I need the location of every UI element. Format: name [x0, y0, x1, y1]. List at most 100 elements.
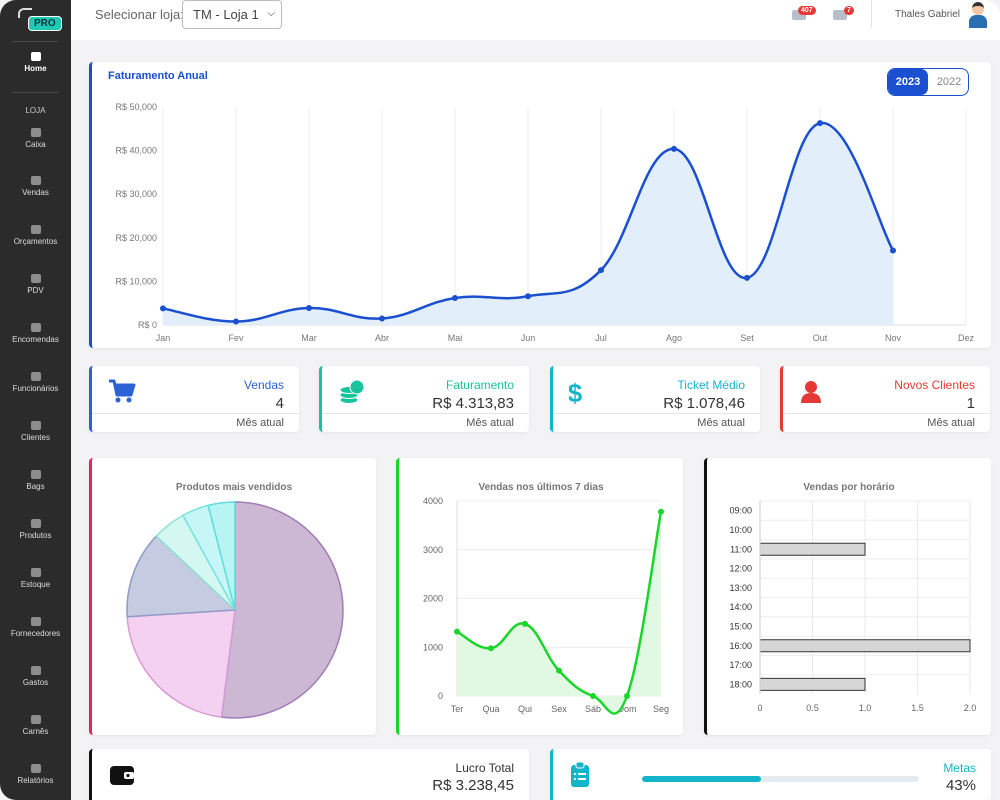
last-7-days-title: Vendas nos últimos 7 dias: [478, 482, 604, 493]
data-point: [890, 247, 896, 254]
x-tick-label: Jan: [156, 333, 171, 343]
sidebar-item-pdv[interactable]: PDV: [0, 274, 71, 295]
x-tick-label: Qua: [482, 704, 499, 714]
box-icon: [30, 323, 41, 332]
top-products-pie-chart: [126, 501, 344, 719]
home-icon: [30, 52, 41, 61]
sidebar-item-gastos[interactable]: Gastos: [0, 666, 71, 687]
x-tick-label: 0: [757, 703, 762, 713]
logo[interactable]: PRO: [18, 8, 62, 32]
goals-value: 43%: [945, 777, 976, 794]
bar: [759, 639, 971, 653]
kpi-footer: Mês atual: [92, 413, 299, 429]
sidebar-item-orçamentos[interactable]: Orçamentos: [0, 225, 71, 246]
y-tick-label: 14:00: [729, 602, 752, 612]
sidebar-item-estoque[interactable]: Estoque: [0, 568, 71, 589]
cash-register-icon: [30, 128, 41, 137]
sidebar-item-fornecedores[interactable]: Fornecedores: [0, 617, 71, 638]
kpi-label: Vendas: [243, 378, 284, 392]
notifications-icon[interactable]: [792, 10, 806, 20]
data-point: [624, 693, 630, 699]
sidebar-item-label: Carnês: [22, 727, 49, 736]
sidebar-item-vendas[interactable]: Vendas: [0, 176, 71, 197]
sidebar: PRO Home Caixa Vendas Orçamentos PDV Encomend…: [0, 0, 71, 800]
sidebar-item-home[interactable]: Home: [0, 52, 71, 73]
sidebar-item-label: Home: [24, 64, 47, 73]
pie-slice: [126, 609, 236, 718]
sales-by-hour-title: Vendas por horário: [803, 482, 895, 493]
year-2023-button[interactable]: 2023: [888, 69, 928, 95]
x-tick-label: Abr: [375, 333, 389, 343]
avatar-head: [972, 2, 984, 15]
sidebar-item-relatórios[interactable]: Relatórios: [0, 764, 71, 785]
y-tick-label: 16:00: [729, 641, 752, 651]
data-point: [233, 318, 239, 325]
x-tick-label: Sex: [551, 704, 567, 714]
store-select-value: TM - Loja 1: [193, 7, 259, 22]
x-tick-label: Nov: [885, 333, 902, 343]
y-tick-label: 2000: [423, 594, 443, 604]
kpi-card-faturamento: Faturamento R$ 4.313,83 Mês atual: [319, 366, 529, 432]
data-point: [488, 645, 494, 652]
x-tick-label: Ter: [451, 704, 464, 714]
profit-card: Lucro Total R$ 3.238,45: [89, 749, 529, 800]
y-tick-label: R$ 0: [138, 320, 157, 330]
profit-value: R$ 3.238,45: [432, 777, 514, 794]
x-tick-label: 1.5: [911, 703, 924, 713]
sidebar-item-bags[interactable]: Bags: [0, 470, 71, 491]
y-tick-label: R$ 40,000: [115, 146, 157, 156]
data-point: [744, 274, 750, 281]
sidebar-item-funcionários[interactable]: Funcionários: [0, 372, 71, 393]
bar: [759, 542, 866, 556]
sidebar-item-label: Gastos: [22, 678, 49, 687]
sidebar-item-clientes[interactable]: Clientes: [0, 421, 71, 442]
data-point: [658, 508, 664, 515]
store-select[interactable]: TM - Loja 1 ⌵: [182, 0, 282, 29]
sidebar-item-label: Relatórios: [17, 776, 54, 785]
sidebar-item-label: Caixa: [25, 140, 46, 149]
clipboard-icon: [571, 762, 589, 787]
series-area: [457, 511, 661, 714]
user-name[interactable]: Thales Gabriel: [895, 9, 961, 20]
sidebar-item-caixa[interactable]: Caixa: [0, 128, 71, 149]
chart-icon: [30, 764, 41, 773]
kpi-footer: Mês atual: [783, 413, 990, 429]
sidebar-item-produtos[interactable]: Produtos: [0, 519, 71, 540]
sidebar-item-label: Produtos: [19, 531, 52, 540]
x-tick-label: Mar: [301, 333, 317, 343]
pie-slice: [126, 535, 237, 618]
x-tick-label: Dom: [617, 704, 636, 714]
logo-mark-icon: [18, 8, 32, 18]
y-tick-label: R$ 30,000: [115, 189, 157, 199]
sidebar-item-label: Bags: [26, 482, 45, 491]
data-point: [590, 693, 596, 699]
avatar[interactable]: [968, 2, 988, 28]
x-tick-label: 1.0: [859, 703, 872, 713]
sidebar-item-encomendas[interactable]: Encomendas: [0, 323, 71, 344]
year-toggle: 2023 2022: [887, 68, 969, 96]
x-tick-label: 2.0: [964, 703, 977, 713]
goals-progress-fill: [642, 776, 762, 782]
profit-label: Lucro Total: [455, 761, 514, 775]
y-tick-label: R$ 20,000: [115, 233, 157, 243]
messages-icon[interactable]: [833, 10, 847, 20]
sales-by-hour-chart: 0 0.5 1.0 1.5 2.0 09:00 10:00 11:00 12:00 13:00 14…: [729, 500, 977, 713]
x-tick-label: Sáb: [585, 704, 601, 714]
sidebar-item-carnês[interactable]: Carnês: [0, 715, 71, 736]
store-select-label: Selecionar loja:: [95, 7, 184, 22]
kpi-footer: Mês atual: [322, 413, 529, 429]
data-point: [160, 305, 166, 312]
x-tick-label: Jun: [521, 333, 536, 343]
data-point: [556, 667, 562, 674]
y-tick-label: 17:00: [729, 660, 752, 670]
coins-icon: [30, 666, 41, 675]
year-2022-button[interactable]: 2022: [936, 76, 962, 88]
sidebar-item-label: Encomendas: [12, 335, 59, 344]
x-tick-label: Qui: [518, 704, 532, 714]
sidebar-item-label: Vendas: [22, 188, 49, 197]
topbar: Selecionar loja: TM - Loja 1 ⌵ 407 7 Tha…: [71, 0, 1000, 40]
dollar-icon: $: [568, 378, 597, 408]
kpi-value: R$ 4.313,83: [432, 395, 514, 412]
x-tick-label: Seg: [653, 704, 669, 714]
